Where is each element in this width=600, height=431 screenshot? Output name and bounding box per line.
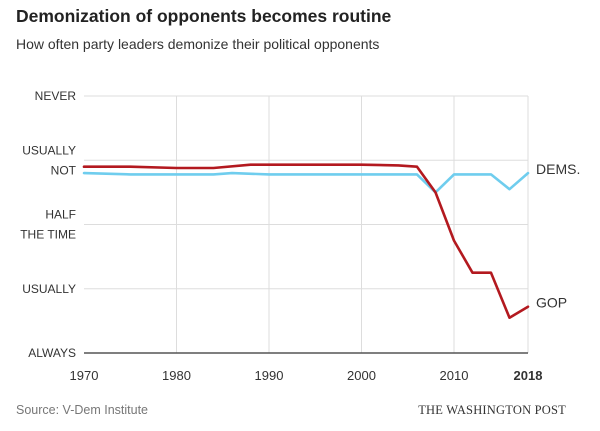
source-note: Source: V-Dem Institute bbox=[16, 403, 149, 417]
y-tick-label: NOT bbox=[51, 163, 77, 177]
series-line-gop bbox=[82, 163, 530, 320]
x-tick-label: 2000 bbox=[347, 368, 376, 383]
y-tick-label: USUALLY bbox=[22, 282, 76, 296]
x-tick-label: 1970 bbox=[70, 368, 99, 383]
x-tick-label: 2018 bbox=[514, 368, 543, 383]
y-tick-label: ALWAYS bbox=[28, 346, 76, 360]
chart-title: Demonization of opponents becomes routin… bbox=[16, 6, 392, 26]
publisher-credit: THE WASHINGTON POST bbox=[418, 403, 566, 417]
series-label: DEMS. bbox=[536, 161, 580, 177]
y-tick-label: USUALLY bbox=[22, 143, 76, 157]
series-label: GOP bbox=[536, 295, 567, 311]
y-tick-label: HALF bbox=[45, 208, 76, 222]
x-tick-label: 1980 bbox=[162, 368, 191, 383]
chart-subtitle: How often party leaders demonize their p… bbox=[16, 36, 380, 52]
x-tick-label: 1990 bbox=[255, 368, 284, 383]
series-line-dems bbox=[82, 171, 530, 194]
y-tick-label: THE TIME bbox=[20, 228, 76, 242]
y-tick-label: NEVER bbox=[35, 89, 77, 103]
x-tick-label: 2010 bbox=[440, 368, 469, 383]
